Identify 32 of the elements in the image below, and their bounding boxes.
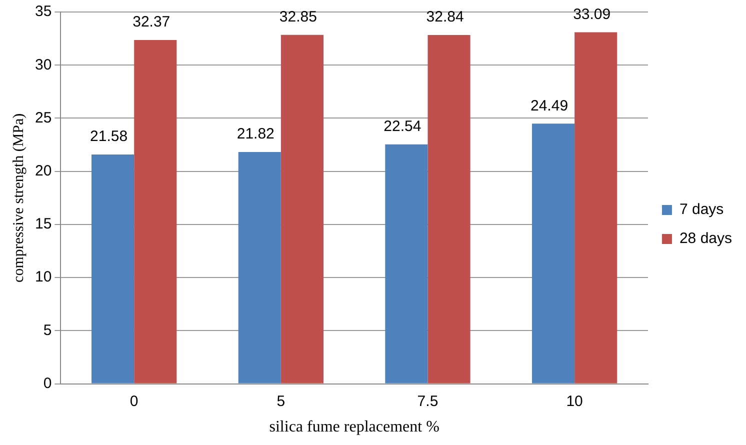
bar [574, 32, 618, 384]
bar [238, 152, 281, 384]
bar [428, 34, 470, 384]
y-tick-label: 5 [43, 322, 52, 339]
x-tick-label: 7.5 [417, 392, 438, 410]
data-label: 33.09 [573, 6, 611, 23]
y-tick-label: 15 [34, 216, 52, 233]
y-tick-label: 25 [34, 109, 52, 126]
data-label: 22.54 [384, 118, 422, 135]
y-tick-label: 30 [34, 56, 52, 74]
bar [532, 124, 575, 384]
x-axis-title: silica fume replacement % [269, 418, 440, 436]
data-label: 21.58 [90, 128, 128, 146]
y-tick-label: 35 [34, 3, 52, 20]
data-label: 32.85 [279, 8, 317, 26]
bar [134, 40, 177, 384]
x-tick-label: 5 [276, 392, 286, 410]
y-axis-title: compressive strength (MPa) [10, 113, 27, 282]
data-label: 24.49 [530, 97, 568, 114]
x-tick-label: 10 [566, 392, 583, 410]
y-tick-label: 20 [34, 162, 52, 180]
x-tick-label: 0 [130, 392, 138, 410]
data-label: 21.82 [236, 126, 274, 143]
bar [280, 34, 324, 384]
legend-label: 28 days [679, 230, 732, 248]
bar [385, 144, 428, 384]
legend-label: 7 days [679, 201, 724, 218]
bar [92, 154, 134, 384]
y-tick-label: 0 [43, 374, 52, 392]
data-label: 32.84 [426, 8, 464, 26]
y-tick-label: 10 [34, 268, 52, 286]
data-label: 32.37 [132, 14, 170, 31]
